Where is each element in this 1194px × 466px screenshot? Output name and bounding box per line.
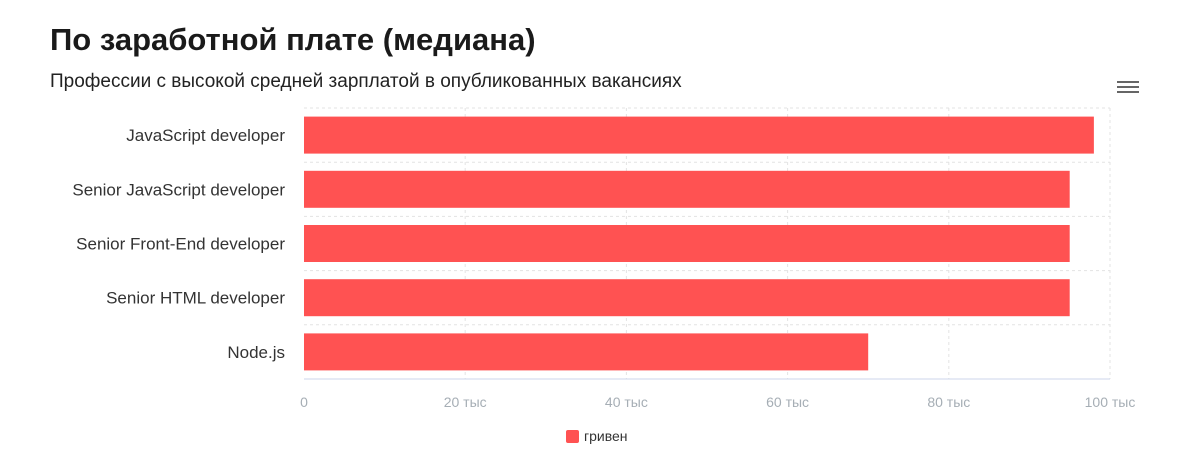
x-tick-label: 60 тыс — [766, 394, 809, 410]
bar[interactable] — [304, 279, 1070, 317]
category-label: Senior JavaScript developer — [72, 180, 285, 199]
x-tick-label: 20 тыс — [444, 394, 487, 410]
legend-item[interactable]: гривен — [566, 428, 628, 444]
category-label: JavaScript developer — [126, 126, 285, 145]
legend-label: гривен — [584, 428, 628, 444]
chart-title: По заработной плате (медиана) — [50, 22, 536, 57]
bar[interactable] — [304, 116, 1094, 154]
bar[interactable] — [304, 333, 869, 371]
category-label: Node.js — [227, 343, 285, 362]
hamburger-menu-icon[interactable] — [1117, 78, 1139, 94]
category-label: Senior Front-End developer — [76, 235, 285, 254]
x-tick-label: 80 тыс — [927, 394, 970, 410]
bar[interactable] — [304, 225, 1070, 262]
x-tick-label: 100 тыс — [1085, 394, 1136, 410]
x-tick-label: 40 тыс — [605, 394, 648, 410]
legend-swatch — [566, 429, 579, 443]
bar[interactable] — [304, 170, 1070, 208]
category-label: Senior HTML developer — [106, 289, 285, 308]
chart-subtitle: Профессии с высокой средней зарплатой в … — [50, 71, 682, 92]
x-tick-label: 0 — [300, 394, 308, 410]
